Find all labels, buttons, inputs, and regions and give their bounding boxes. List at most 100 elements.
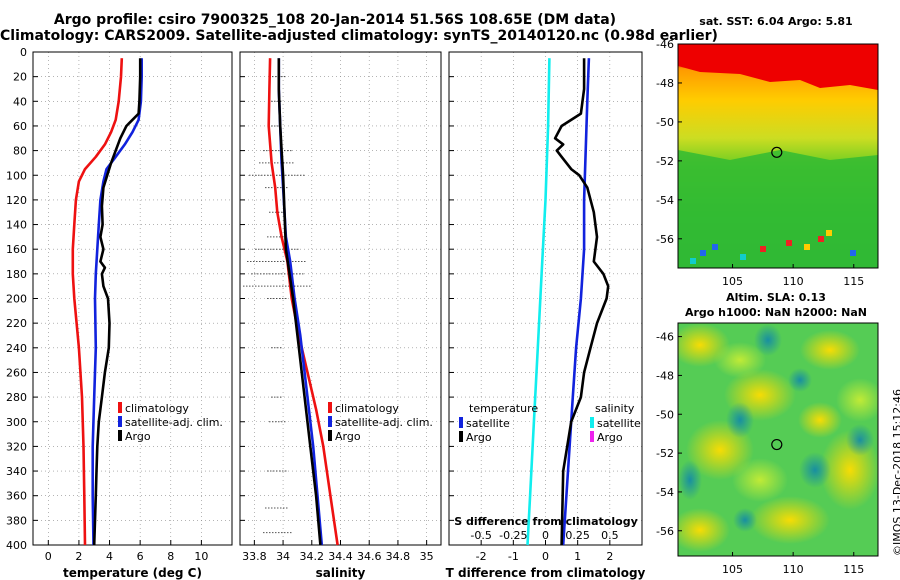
sla-anomaly <box>714 342 766 378</box>
x-tick-label: 2 <box>606 550 613 563</box>
legend-salinity-title: salinity <box>595 402 635 415</box>
y-tick-label: 240 <box>6 342 27 355</box>
legend-argo-label: Argo <box>125 430 151 443</box>
legend-argo-label: Argo <box>335 430 361 443</box>
argo-location-marker <box>771 146 783 158</box>
salinity-panel: 33.8 34 34.2 34.4 34.6 34.8 35 salinity climatol… <box>239 51 442 580</box>
map-y-tick-label: -48 <box>656 369 674 382</box>
legend-temperature-title: temperature <box>469 402 538 415</box>
sst-cell <box>712 244 718 250</box>
s-axis-label: S difference from climatology <box>454 515 638 528</box>
sla-anomaly <box>678 460 702 500</box>
series-t-argo <box>553 58 610 546</box>
argo-location-marker <box>771 438 783 451</box>
sla-anomaly <box>678 508 730 552</box>
legend-argo-swatch <box>118 430 122 441</box>
title-line-2: Climatology: CARS2009. Satellite-adjuste… <box>0 28 718 44</box>
y-tick-label: 100 <box>6 169 27 182</box>
sla-anomaly <box>799 452 831 488</box>
sst-warm-region <box>678 44 878 90</box>
legend-s-satellite-label: satellite <box>597 417 641 430</box>
sla-anomaly <box>798 402 842 438</box>
difference-panel: -2 -1 0 1 2 T difference from climatology S di… <box>446 51 646 580</box>
imos-timestamp: ©IMOS 13-Dec-2018 15:12:46 <box>891 389 900 556</box>
series-climatology <box>267 58 339 546</box>
map-x-tick-label: 105 <box>722 563 743 576</box>
x-tick-label: 34.6 <box>357 550 382 563</box>
y-tick-label: 20 <box>13 71 27 84</box>
axes-frame <box>32 51 233 546</box>
x-axis-label: T difference from climatology <box>446 566 646 580</box>
x-tick-label: 34.4 <box>328 550 353 563</box>
map-y-tick-label: -46 <box>656 331 674 344</box>
legend-satellite-label: satellite-adj. clim. <box>335 416 433 429</box>
x-tick-label: 1 <box>574 550 581 563</box>
x-axis-label: temperature (deg C) <box>63 566 202 580</box>
sla-anomaly <box>732 458 788 502</box>
y-tick-label: 200 <box>6 293 27 306</box>
title-line-1: Argo profile: csiro 7900325_108 20-Jan-2… <box>53 12 617 28</box>
y-tick-label: 280 <box>6 391 27 404</box>
map-x-tick-label: 110 <box>783 563 804 576</box>
sst-map-panel: sat. SST: 6.04 Argo: 5.81 -46 -48 -50 -52 -54… <box>656 15 879 288</box>
series-argo <box>277 58 322 546</box>
sst-cell <box>818 236 824 242</box>
sst-cell <box>804 244 810 250</box>
y-tick-label: 320 <box>6 440 27 453</box>
sst-cell <box>700 250 706 256</box>
s-tick-label: -0.5 <box>470 529 491 542</box>
x-tick-label: 4 <box>106 550 113 563</box>
y-tick-label: 140 <box>6 219 27 232</box>
x-tick-label: 35 <box>420 550 434 563</box>
series-climatology <box>71 58 124 546</box>
legend-s-satellite-swatch <box>590 417 594 428</box>
sla-anomaly <box>750 496 830 544</box>
y-tick-label: 260 <box>6 366 27 379</box>
y-tick-label: 340 <box>6 465 27 478</box>
sla-anomaly <box>788 368 812 392</box>
legend-climatology-swatch <box>118 402 122 413</box>
y-tick-label: 380 <box>6 514 27 527</box>
legend-t-argo-label: Argo <box>466 431 492 444</box>
map-y-tick-label: -52 <box>656 447 674 460</box>
x-tick-label: 34.2 <box>300 550 325 563</box>
y-tick-label: 160 <box>6 243 27 256</box>
sst-cell <box>786 240 792 246</box>
sla-map-title: Altim. SLA: 0.13 <box>726 291 826 304</box>
sst-image <box>678 44 878 268</box>
sst-map-title: sat. SST: 6.04 Argo: 5.81 <box>699 15 852 28</box>
y-tick-label: 220 <box>6 317 27 330</box>
x-tick-label: 34.8 <box>386 550 411 563</box>
map-y-tick-label: -54 <box>656 194 674 207</box>
legend-climatology-swatch <box>328 402 332 413</box>
s-tick-label: 0.25 <box>565 529 590 542</box>
axes-frame <box>239 51 442 546</box>
legend-argo-swatch <box>328 430 332 441</box>
sst-cell <box>740 254 746 260</box>
x-tick-label: 6 <box>137 550 144 563</box>
x-axis-label: salinity <box>316 566 366 580</box>
map-y-tick-label: -50 <box>656 408 674 421</box>
sla-anomaly <box>754 324 782 356</box>
legend-s-argo-label: Argo <box>597 431 623 444</box>
legend-satellite-swatch <box>118 416 122 427</box>
sst-cool-region <box>678 150 878 268</box>
y-tick-label: 360 <box>6 490 27 503</box>
sla-anomaly <box>836 378 878 422</box>
map-y-tick-label: -56 <box>656 525 674 538</box>
y-tick-label: 0 <box>20 46 27 59</box>
y-tick-label: 180 <box>6 268 27 281</box>
map-x-tick-label: 105 <box>722 275 743 288</box>
map-y-tick-label: -54 <box>656 486 674 499</box>
x-tick-label: 0 <box>45 550 52 563</box>
x-tick-label: -1 <box>508 550 519 563</box>
sla-map-subtitle: Argo h1000: NaN h2000: NaN <box>685 306 867 319</box>
series-s-satellite <box>526 58 551 546</box>
legend-t-satellite-label: satellite <box>466 417 510 430</box>
y-tick-label: 120 <box>6 194 27 207</box>
series-t-satellite <box>561 58 591 546</box>
legend-climatology-label: climatology <box>125 402 189 415</box>
map-y-tick-label: -50 <box>656 116 674 129</box>
map-y-tick-label: -52 <box>656 155 674 168</box>
y-tick-label: 400 <box>6 539 27 552</box>
